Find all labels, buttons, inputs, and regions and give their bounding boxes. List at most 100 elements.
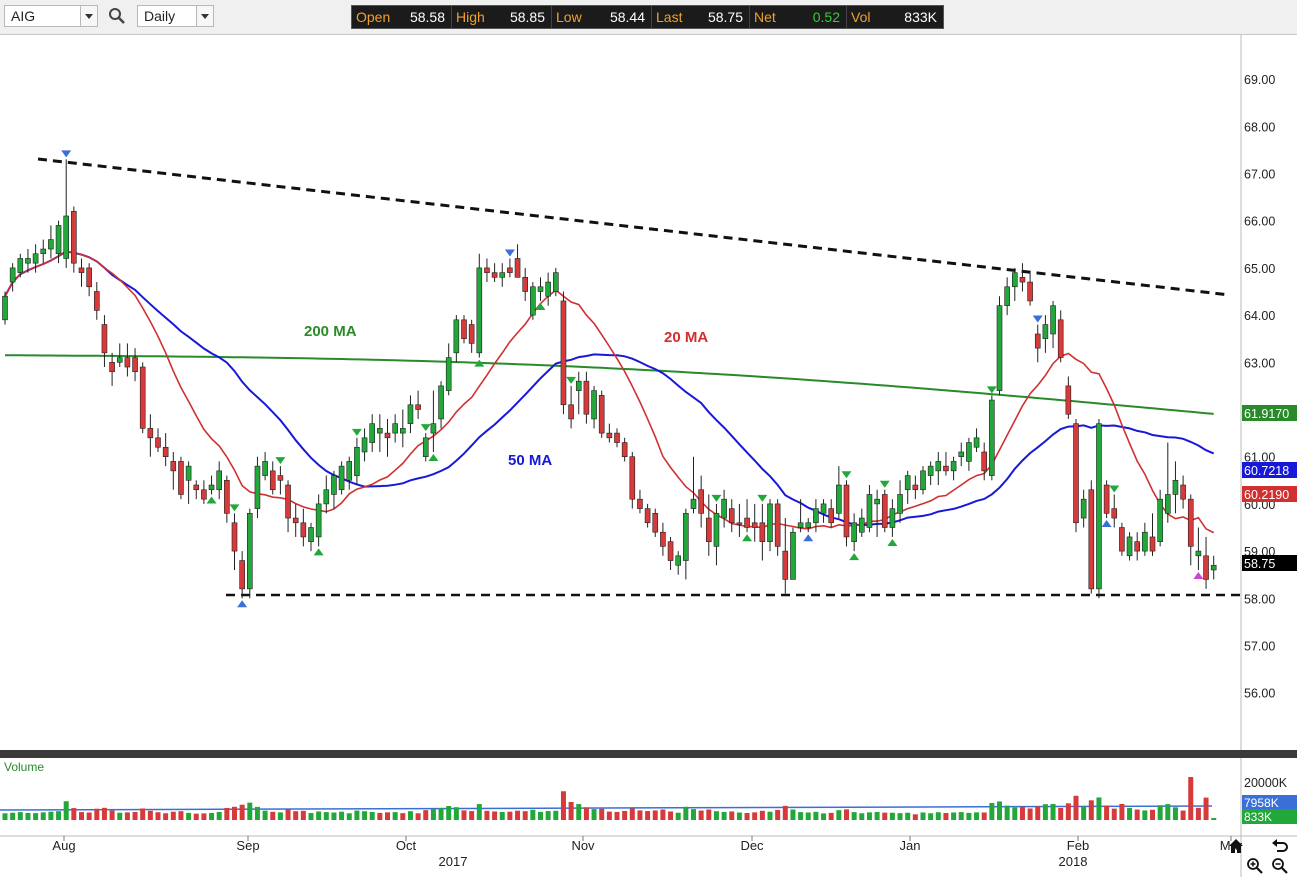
candle xyxy=(652,508,659,537)
candle xyxy=(736,503,743,537)
candle-body-up xyxy=(874,498,880,505)
volume-bar xyxy=(79,812,84,820)
symbol-value: AIG xyxy=(11,8,36,24)
volume-bar xyxy=(591,809,597,820)
quote-open: Open 58.58 xyxy=(352,6,452,28)
candle-body-up xyxy=(48,239,54,250)
volume-bar xyxy=(1172,807,1178,820)
undo-icon[interactable] xyxy=(1272,839,1288,852)
candle xyxy=(966,437,972,471)
candle xyxy=(193,480,200,500)
candle-body-down xyxy=(598,395,605,434)
volume-bar xyxy=(668,811,674,820)
candle xyxy=(920,466,926,495)
candle xyxy=(453,315,460,363)
candle xyxy=(1034,324,1041,363)
volume-bar xyxy=(782,805,788,820)
candle-body-down xyxy=(468,324,475,344)
candle xyxy=(782,518,789,594)
candle-body-up xyxy=(116,357,123,363)
candle xyxy=(1065,376,1072,419)
volume-bar xyxy=(216,811,222,820)
volume-bar xyxy=(614,811,620,820)
quote-net-label: Net xyxy=(754,9,776,25)
candle-body-down xyxy=(1134,541,1140,552)
zoom-out-icon[interactable] xyxy=(1272,858,1288,874)
volume-bar xyxy=(316,811,322,820)
candle-body-down xyxy=(652,513,659,533)
candle-body-down xyxy=(231,522,238,552)
candle-body-up xyxy=(897,494,903,514)
pivot-marker-icon xyxy=(229,504,240,512)
price-badge: 60.2190 xyxy=(1242,486,1297,502)
volume-bar xyxy=(713,811,719,820)
price-tick-label: 64.00 xyxy=(1244,309,1275,323)
candle-body-down xyxy=(705,517,712,542)
volume-bar xyxy=(1073,795,1079,820)
candle-body-down xyxy=(124,357,131,368)
candle xyxy=(71,206,77,273)
candle-body-down xyxy=(109,361,115,373)
candle xyxy=(1019,263,1026,292)
volume-bar xyxy=(63,801,69,820)
volume-bar xyxy=(828,812,834,820)
volume-bar xyxy=(117,812,123,820)
volume-bar xyxy=(851,812,857,820)
candle xyxy=(292,503,299,537)
candle xyxy=(1157,489,1163,547)
candle xyxy=(637,489,643,514)
candle xyxy=(484,258,490,283)
interval-dropdown-chevron-icon[interactable] xyxy=(196,6,213,26)
home-icon[interactable] xyxy=(1229,839,1243,853)
candle xyxy=(1027,272,1033,306)
candle xyxy=(170,451,177,490)
candle xyxy=(9,263,16,292)
candle xyxy=(575,371,582,415)
candle-body-down xyxy=(86,267,92,288)
candle-body-up xyxy=(208,484,215,491)
volume-bar xyxy=(599,808,605,820)
candle-body-down xyxy=(843,484,850,538)
candle xyxy=(767,499,773,552)
volume-bar xyxy=(285,808,291,820)
candle-body-up xyxy=(499,272,506,278)
candle xyxy=(881,489,888,533)
candle-body-down xyxy=(667,541,674,561)
pane-splitter[interactable] xyxy=(0,750,1297,758)
candle xyxy=(858,508,865,537)
candle xyxy=(239,551,245,599)
price-badge-value: 60.7218 xyxy=(1244,464,1289,478)
symbol-input[interactable]: AIG xyxy=(4,5,98,27)
candle-body-down xyxy=(139,366,146,429)
volume-bar xyxy=(377,812,383,820)
quote-net-value: 0.52 xyxy=(812,9,840,25)
candle-body-up xyxy=(797,522,804,528)
candle-body-up xyxy=(889,508,896,528)
candle xyxy=(943,451,949,476)
candle xyxy=(828,499,835,528)
price-badge-value: 61.9170 xyxy=(1244,407,1289,421)
candle xyxy=(78,258,85,287)
volume-bar xyxy=(178,811,184,820)
volume-bar xyxy=(339,811,345,820)
volume-bar xyxy=(1165,804,1171,820)
volume-bar xyxy=(951,812,957,820)
candle xyxy=(208,475,215,495)
volume-bar xyxy=(1134,809,1140,820)
candle-body-down xyxy=(384,432,391,439)
volume-bar xyxy=(568,801,574,820)
candle-body-up xyxy=(17,258,24,273)
candle xyxy=(101,315,108,368)
year-axis-label: 2018 xyxy=(1059,854,1088,869)
search-icon[interactable] xyxy=(108,7,126,25)
time-axis-label: Jan xyxy=(900,838,921,853)
candle-body-up xyxy=(721,498,727,519)
zoom-in-icon[interactable] xyxy=(1247,858,1263,874)
candle xyxy=(369,414,376,452)
volume-bar xyxy=(1050,803,1056,820)
interval-select[interactable]: Daily xyxy=(137,5,214,27)
candle xyxy=(147,414,154,457)
candle-body-up xyxy=(813,508,819,524)
symbol-dropdown-chevron-icon[interactable] xyxy=(80,6,97,26)
